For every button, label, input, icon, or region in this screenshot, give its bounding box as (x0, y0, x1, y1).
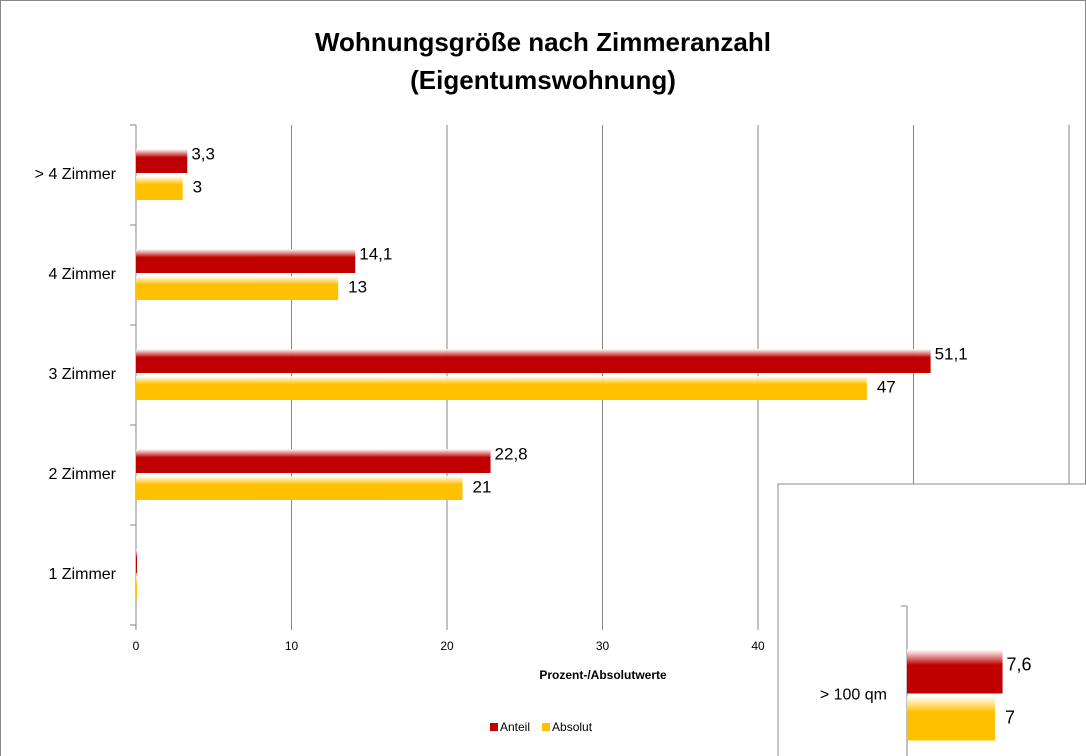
legend-swatch (542, 723, 551, 731)
bar (136, 149, 188, 173)
legend-label: Absolut (552, 720, 593, 734)
data-label: 13 (348, 277, 367, 296)
x-tick-label: 0 (133, 639, 140, 653)
y-tick-label: 2 Zimmer (48, 466, 116, 483)
data-label: 47 (877, 377, 896, 396)
x-tick-label: 40 (751, 639, 765, 653)
legend-swatch (490, 723, 498, 731)
y-tick-label: 4 Zimmer (48, 266, 116, 283)
bar (136, 576, 137, 600)
bar (136, 276, 339, 300)
data-label: 21 (473, 477, 492, 496)
chart-title: Wohnungsgröße nach Zimmeranzahl (315, 27, 771, 57)
y-tick-label: > 100 qm (820, 687, 887, 704)
bar (136, 376, 867, 400)
bar (136, 549, 137, 573)
bar (136, 449, 491, 473)
bar (907, 649, 1003, 694)
x-tick-label: 10 (285, 639, 299, 653)
y-tick-label: 3 Zimmer (48, 366, 116, 383)
data-label: 22,8 (495, 444, 528, 463)
bar (136, 349, 931, 373)
bar (136, 176, 183, 200)
x-axis-label: Prozent-/Absolutwerte (539, 668, 667, 682)
data-label: 7 (1005, 707, 1015, 727)
bar (907, 696, 995, 741)
bar (136, 476, 463, 500)
x-tick-label: 20 (440, 639, 454, 653)
bar (136, 249, 356, 273)
data-label: 3 (193, 177, 202, 196)
data-label: 7,6 (1007, 654, 1032, 674)
legend-label: Anteil (500, 720, 530, 734)
y-tick-label: > 4 Zimmer (35, 166, 117, 183)
x-tick-label: 30 (596, 639, 610, 653)
chart-title: (Eigentumswohnung) (410, 65, 676, 95)
y-tick-label: 1 Zimmer (48, 566, 116, 583)
data-label: 3,3 (191, 144, 215, 163)
data-label: 51,1 (935, 344, 968, 363)
data-label: 14,1 (359, 244, 392, 263)
